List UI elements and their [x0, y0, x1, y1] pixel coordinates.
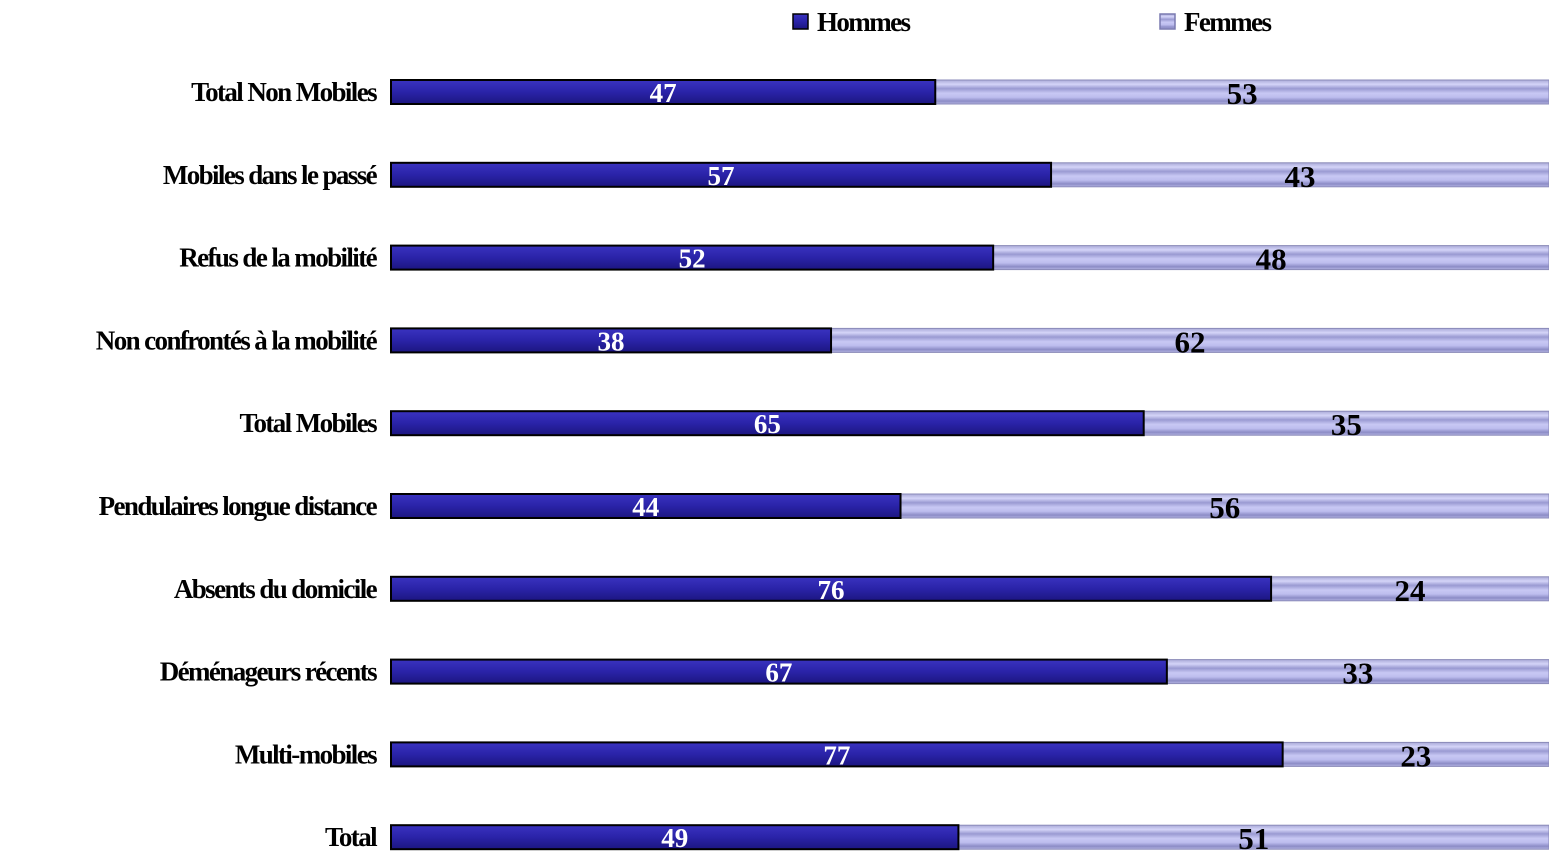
bar-femmes: [1050, 162, 1549, 188]
bar-hommes: [390, 79, 937, 105]
value-label-femmes: 24: [1395, 573, 1426, 608]
category-label: Pendulaires longue distance: [99, 491, 378, 521]
category-label: Total: [325, 822, 378, 851]
bar-hommes: [390, 410, 1145, 437]
category-label: Total Mobiles: [240, 408, 378, 438]
category-label: Mobiles dans le passé: [163, 160, 378, 190]
value-label-hommes: 65: [754, 409, 781, 439]
value-label-femmes: 43: [1285, 159, 1316, 194]
category-label: Total Non Mobiles: [191, 77, 377, 107]
bar-hommes: [390, 658, 1168, 685]
bar-hommes: [390, 161, 1053, 188]
legend-label-femmes: Femmes: [1184, 7, 1271, 37]
bar-femmes: [830, 327, 1549, 353]
value-label-hommes: 52: [679, 244, 706, 274]
value-label-hommes: 77: [823, 740, 850, 770]
legend-label-hommes: Hommes: [817, 7, 910, 37]
bar-hommes: [390, 244, 995, 271]
category-label: Non confrontés à la mobilité: [96, 325, 378, 355]
category-label: Absents du domicile: [174, 574, 378, 604]
value-label-femmes: 51: [1238, 821, 1269, 851]
value-label-femmes: 33: [1342, 656, 1373, 691]
value-label-hommes: 57: [708, 161, 735, 191]
value-label-femmes: 62: [1175, 324, 1206, 359]
bar-hommes: [390, 327, 833, 354]
category-label: Refus de la mobilité: [179, 243, 377, 273]
legend-swatch-hommes: [792, 13, 809, 30]
value-label-hommes: 47: [650, 78, 677, 108]
legend-swatch-femmes: [1159, 13, 1176, 30]
value-label-femmes: 35: [1331, 407, 1362, 442]
value-label-hommes: 44: [632, 492, 659, 522]
value-label-femmes: 56: [1209, 490, 1240, 525]
bar-femmes: [1270, 576, 1549, 602]
value-label-hommes: 67: [765, 658, 792, 688]
value-label-hommes: 49: [661, 823, 688, 851]
bar-hommes: [390, 824, 960, 851]
value-label-femmes: 48: [1256, 242, 1287, 277]
bar-femmes: [1282, 741, 1549, 767]
value-label-hommes: 38: [598, 326, 625, 356]
category-label: Déménageurs récents: [160, 657, 377, 687]
bar-hommes: [390, 741, 1284, 768]
bar-femmes: [992, 245, 1549, 271]
bar-hommes: [390, 575, 1273, 602]
category-label: Multi-mobiles: [235, 739, 377, 769]
bar-hommes: [390, 493, 902, 519]
bar-femmes: [957, 824, 1549, 850]
value-label-femmes: 53: [1227, 76, 1258, 111]
value-label-femmes: 23: [1400, 738, 1431, 773]
bar-femmes: [1166, 659, 1549, 685]
value-label-hommes: 76: [818, 575, 845, 605]
